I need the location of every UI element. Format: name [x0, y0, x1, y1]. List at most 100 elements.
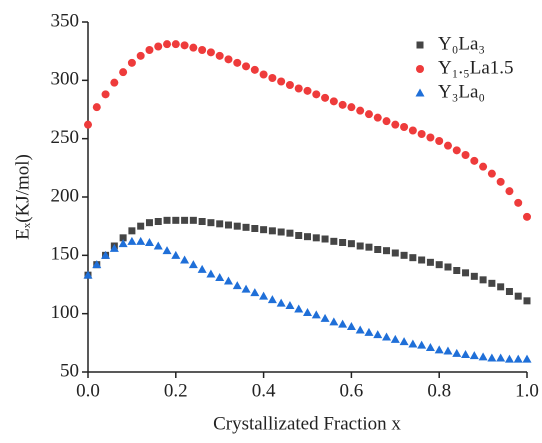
point: [355, 325, 365, 334]
point: [462, 269, 470, 277]
point: [118, 239, 128, 248]
point: [347, 103, 356, 112]
point: [172, 216, 180, 224]
point: [268, 227, 276, 235]
point: [365, 243, 373, 251]
point: [303, 86, 312, 95]
x-tick-label: 0.2: [164, 380, 188, 401]
point: [153, 241, 163, 250]
x-tick-label: 0.6: [340, 380, 364, 401]
point: [417, 130, 426, 138]
y-tick-label: 300: [51, 69, 80, 90]
point: [189, 216, 197, 224]
point: [514, 198, 523, 207]
point: [127, 236, 137, 245]
y-tick-label: 250: [51, 127, 80, 148]
point: [452, 348, 462, 357]
point: [242, 223, 250, 231]
point: [330, 237, 338, 245]
point: [277, 228, 285, 236]
point: [505, 187, 514, 196]
point: [470, 272, 478, 280]
x-tick-label: 0.4: [252, 380, 276, 401]
point: [312, 90, 321, 99]
point: [268, 74, 277, 82]
point: [435, 261, 443, 269]
point: [426, 133, 435, 142]
legend-label: Y₀La₃: [438, 33, 485, 54]
point: [479, 276, 487, 284]
point: [144, 238, 154, 246]
point: [496, 353, 506, 362]
point: [232, 281, 242, 290]
point: [391, 249, 399, 257]
point: [329, 317, 339, 326]
point: [497, 283, 505, 291]
point: [338, 319, 348, 328]
point: [101, 250, 111, 259]
point: [181, 216, 189, 224]
point: [145, 219, 153, 227]
point: [453, 267, 461, 274]
point: [198, 46, 207, 54]
point: [470, 156, 479, 165]
point: [233, 222, 241, 230]
point: [435, 137, 444, 145]
point: [171, 40, 180, 49]
point: [285, 301, 295, 309]
point: [216, 220, 224, 228]
point: [469, 351, 479, 360]
point: [83, 270, 93, 279]
point: [409, 254, 417, 262]
point: [101, 90, 110, 99]
point: [373, 330, 383, 339]
point: [443, 141, 452, 150]
point: [163, 216, 171, 224]
point: [242, 62, 251, 71]
point: [285, 81, 294, 89]
point: [276, 298, 286, 307]
point: [180, 255, 190, 264]
point: [215, 273, 225, 281]
legend-label: Y₁.₅La1.5: [438, 57, 514, 78]
x-tick-label: 0.8: [427, 380, 451, 401]
point: [356, 242, 364, 250]
point: [145, 46, 154, 54]
y-tick-label: 100: [51, 302, 80, 323]
point: [364, 327, 374, 336]
point: [304, 233, 311, 241]
point: [154, 42, 163, 51]
point: [259, 291, 269, 300]
point: [163, 40, 172, 49]
point: [514, 292, 522, 300]
point: [110, 78, 119, 87]
point: [356, 106, 365, 115]
point: [373, 113, 382, 122]
point: [425, 343, 435, 351]
point: [444, 263, 452, 271]
point: [207, 219, 215, 227]
point: [382, 117, 391, 126]
x-axis-label: Crystallizated Fraction x: [213, 413, 401, 434]
point: [391, 120, 400, 129]
y-tick-label: 200: [51, 185, 80, 206]
point: [224, 55, 233, 64]
point: [321, 93, 330, 102]
point: [180, 41, 189, 50]
point: [277, 77, 286, 86]
point: [295, 232, 303, 239]
point: [339, 239, 347, 246]
point: [136, 236, 146, 245]
point: [127, 58, 136, 67]
point: [206, 48, 215, 57]
point: [321, 235, 329, 243]
point: [478, 352, 488, 361]
point: [311, 310, 321, 319]
point: [364, 110, 373, 119]
point: [294, 304, 304, 313]
point: [382, 332, 392, 341]
point: [383, 247, 391, 255]
point: [189, 43, 198, 52]
point: [119, 68, 128, 77]
